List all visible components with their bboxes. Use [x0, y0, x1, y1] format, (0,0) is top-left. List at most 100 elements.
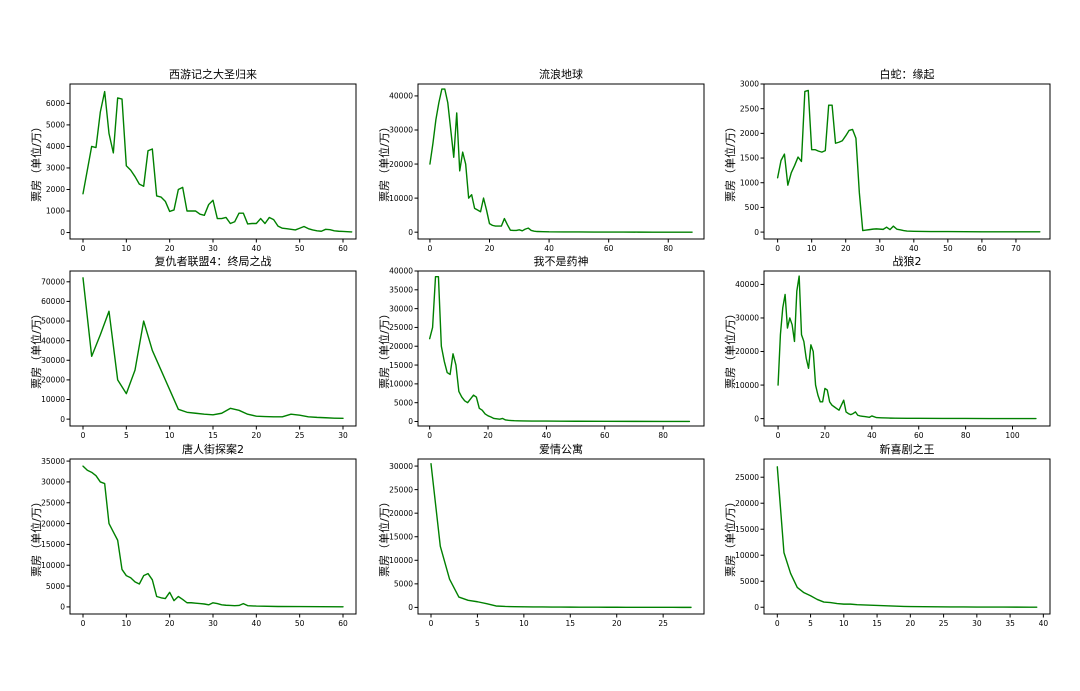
y-axis-label: 票房（单位/万） [723, 121, 737, 202]
y-tick-label: 20000 [735, 347, 759, 356]
x-tick-label: 20 [612, 619, 622, 628]
chart-title: 新喜剧之王 [880, 442, 935, 456]
y-axis-label: 票房（单位/万） [377, 308, 391, 389]
y-tick-label: 30000 [41, 356, 65, 365]
x-tick-label: 15 [208, 431, 218, 440]
chart-panel-5: 0 20 40 60 80 0 5000 10000 15000 20000 25000 30000 3… [377, 254, 705, 440]
y-tick-label: 1000 [740, 178, 759, 187]
x-tick-label: 25 [939, 619, 949, 628]
y-tick-label: 40000 [389, 267, 413, 276]
x-tick-label: 10 [122, 619, 132, 628]
y-axis-label: 票房（单位/万） [29, 308, 43, 389]
x-tick-label: 40 [1039, 619, 1049, 628]
x-tick-label: 25 [295, 431, 305, 440]
x-tick-label: 50 [295, 619, 305, 628]
series-line [82, 277, 344, 420]
y-tick-label: 70000 [41, 277, 65, 286]
series-line [776, 466, 1038, 608]
chart-title: 爱情公寓 [539, 442, 583, 456]
chart-title: 战狼2 [893, 254, 922, 268]
chart-panel-2: 0 20 40 60 80 0 10000 20000 30000 40000 流浪地球票房（单位/… [377, 67, 705, 253]
x-tick-label: 10 [807, 244, 817, 253]
series-line [429, 88, 693, 233]
x-tick-label: 0 [775, 244, 780, 253]
x-tick-label: 10 [122, 244, 132, 253]
x-tick-label: 0 [428, 244, 433, 253]
x-tick-label: 0 [81, 244, 86, 253]
x-tick-label: 20 [906, 619, 916, 628]
chart-title: 流浪地球 [539, 67, 583, 81]
chart-panel-6: 0 20 40 60 80 100 0 10000 20000 30000 40000 战狼2 票房（单… [723, 254, 1051, 440]
y-tick-label: 10000 [389, 194, 413, 203]
y-tick-label: 50000 [41, 317, 65, 326]
y-tick-label: 10000 [41, 395, 65, 404]
axes-frame [763, 458, 1051, 615]
x-tick-label: 20 [252, 431, 262, 440]
x-tick-label: 60 [914, 431, 924, 440]
chart-panel-4: 0 5 10 15 20 25 30 0 10000 20000 30000 40000 50000 60… [29, 254, 357, 440]
y-tick-label: 20000 [41, 519, 65, 528]
series-line [776, 89, 1041, 233]
y-tick-label: 40000 [41, 336, 65, 345]
series-line [777, 275, 1037, 420]
chart-panel-9: 0 5 10 15 20 25 30 35 40 0 5000 10000 15000 20000 2500… [723, 442, 1051, 628]
y-tick-label: 2000 [740, 129, 759, 138]
y-tick-label: 30000 [735, 314, 759, 323]
y-tick-label: 60000 [41, 297, 65, 306]
y-tick-label: 10000 [735, 551, 759, 560]
x-tick-label: 20 [483, 431, 493, 440]
axes-frame [417, 83, 705, 240]
axes-frame [417, 458, 705, 615]
chart-title: 白蛇：缘起 [880, 67, 935, 81]
y-tick-label: 20000 [735, 499, 759, 508]
y-tick-label: 5000 [46, 121, 65, 130]
x-tick-label: 50 [943, 244, 953, 253]
y-tick-label: 25000 [389, 485, 413, 494]
chart-panel-7: 0 10 20 30 40 50 60 0 5000 10000 15000 20000 25000 30… [29, 442, 357, 628]
x-tick-label: 60 [977, 244, 987, 253]
y-tick-label: 0 [754, 603, 759, 612]
series-line [82, 465, 344, 608]
y-tick-label: 40000 [735, 280, 759, 289]
y-tick-label: 30000 [389, 462, 413, 471]
y-tick-label: 0 [60, 415, 65, 424]
y-tick-label: 5000 [740, 577, 759, 586]
x-tick-label: 20 [841, 244, 851, 253]
x-tick-label: 40 [252, 619, 262, 628]
y-tick-label: 5000 [394, 398, 413, 407]
x-tick-label: 20 [820, 431, 830, 440]
y-axis-label: 票房（单位/万） [723, 308, 737, 389]
x-tick-label: 80 [658, 431, 668, 440]
y-tick-label: 5000 [46, 582, 65, 591]
x-tick-label: 40 [867, 431, 877, 440]
y-tick-label: 0 [408, 603, 413, 612]
x-tick-label: 30 [875, 244, 885, 253]
y-tick-label: 10000 [389, 556, 413, 565]
y-tick-label: 35000 [389, 286, 413, 295]
x-tick-label: 40 [544, 244, 554, 253]
y-tick-label: 25000 [41, 498, 65, 507]
x-tick-label: 20 [485, 244, 495, 253]
x-tick-label: 60 [600, 431, 610, 440]
x-tick-label: 40 [909, 244, 919, 253]
y-tick-label: 0 [60, 228, 65, 237]
y-tick-label: 30000 [41, 478, 65, 487]
chart-panel-8: 0 5 10 15 20 25 0 5000 10000 15000 20000 25000 30000… [377, 442, 705, 628]
x-tick-label: 5 [808, 619, 813, 628]
axes-frame [763, 83, 1051, 240]
y-tick-label: 15000 [389, 361, 413, 370]
y-tick-label: 25000 [389, 323, 413, 332]
y-tick-label: 3000 [740, 80, 759, 89]
x-tick-label: 80 [961, 431, 971, 440]
y-tick-label: 2000 [46, 185, 65, 194]
y-tick-label: 10000 [735, 381, 759, 390]
y-tick-label: 15000 [735, 525, 759, 534]
x-tick-label: 40 [542, 431, 552, 440]
x-tick-label: 0 [776, 431, 781, 440]
x-tick-label: 5 [475, 619, 480, 628]
x-tick-label: 0 [429, 619, 434, 628]
x-tick-label: 60 [604, 244, 614, 253]
y-tick-label: 20000 [389, 342, 413, 351]
x-tick-label: 80 [663, 244, 673, 253]
